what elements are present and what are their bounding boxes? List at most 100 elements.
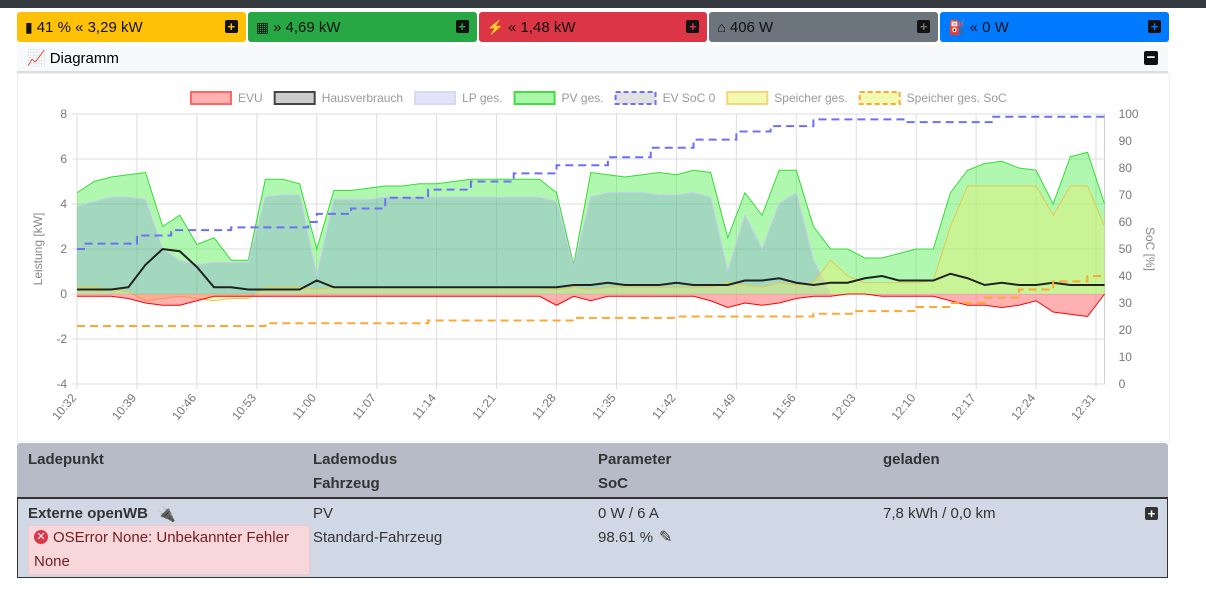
line-ev-soc-0 (77, 115, 1105, 250)
y-tick-label: 6 (60, 152, 67, 166)
area-pv-ges- (77, 152, 1105, 294)
y2-tick-label: 20 (1119, 323, 1133, 337)
y2-tick-label: 0 (1119, 377, 1126, 391)
y-tick-label: -4 (56, 377, 67, 391)
pv-tile[interactable]: ▦ » 4,69 kW + (247, 12, 477, 42)
y-axis-label: Leistung [kW] (31, 213, 45, 286)
area-lp-ges- (77, 192, 1105, 294)
y2-axis-label: SoC [%] (1143, 227, 1157, 271)
x-tick-label: 11:49 (709, 391, 739, 423)
legend-label: EV SoC 0 (663, 91, 716, 105)
header-fahrzeug: Fahrzeug (313, 475, 380, 492)
header-geladen: geladen (883, 451, 940, 468)
edit-soc-icon[interactable]: ✎ (659, 529, 673, 546)
legend-label: Speicher ges. SoC (907, 91, 1007, 105)
x-tick-label: 11:00 (290, 391, 320, 423)
y-tick-label: 4 (60, 197, 67, 211)
error-icon: ✕ (34, 530, 48, 544)
line-pv-ges- (76, 151, 1106, 265)
x-tick-label: 11:42 (649, 391, 679, 423)
y2-tick-label: 50 (1119, 242, 1133, 256)
diagram-title: Diagramm (49, 49, 119, 67)
grid-tile[interactable]: ⚡ « 1,48 kW + (478, 12, 708, 42)
legend-swatch (614, 91, 657, 105)
y2-tick-label: 90 (1119, 134, 1133, 148)
y2-tick-label: 40 (1119, 269, 1133, 283)
y-tick-label: -2 (56, 332, 67, 346)
x-tick-label: 12:17 (948, 391, 978, 423)
vehicle-name: Standard-Fahrzeug (313, 529, 443, 546)
error-message: OSError None: Unbekannter Fehler (53, 529, 289, 546)
chargepoint-tile[interactable]: ⛽ « 0 W + (940, 12, 1169, 42)
table-header: Ladepunkt Lademodus Fahrzeug Parameter S… (17, 443, 1168, 497)
x-tick-label: 11:21 (469, 391, 499, 423)
header-ladepunkt: Ladepunkt (28, 451, 104, 468)
grid-value: « 1,48 kW (508, 18, 576, 36)
charging-station-icon: ⛽ (948, 18, 966, 35)
expand-pv-button[interactable]: + (455, 20, 469, 33)
x-tick-label: 10:32 (49, 391, 79, 423)
x-tick-label: 12:03 (829, 391, 859, 423)
x-tick-label: 11:28 (529, 391, 559, 423)
legend-label: LP ges. (462, 91, 502, 105)
line-speicher-ges-soc (77, 275, 1105, 327)
legend-swatch (726, 91, 769, 105)
x-tick-label: 10:46 (169, 391, 199, 423)
error-detail: None (34, 553, 70, 570)
y2-tick-label: 70 (1119, 188, 1133, 202)
x-tick-label: 11:35 (589, 391, 619, 423)
house-tile[interactable]: ⌂ 406 W + (709, 12, 939, 42)
top-navbar (0, 0, 1206, 8)
y2-tick-label: 100 (1119, 107, 1139, 121)
expand-battery-button[interactable]: + (224, 20, 238, 33)
table-row[interactable]: Externe openWB 🔌 ✕ OSError None: Unbekan… (17, 497, 1168, 578)
charged-energy: 7,8 kWh / 0,0 km (883, 505, 996, 522)
y-tick-label: 0 (60, 287, 67, 301)
chargepoint-name: Externe openWB (28, 505, 149, 522)
legend-swatch (513, 91, 556, 105)
area-evu (77, 294, 1105, 317)
battery-icon: ▮ (25, 18, 33, 35)
legend-swatch (273, 91, 316, 105)
y2-tick-label: 80 (1119, 161, 1133, 175)
charge-parameter: 0 W / 6 A (598, 505, 659, 522)
pv-value: » 4,69 kW (273, 18, 341, 36)
area-speicher-ges- (77, 186, 1105, 301)
x-tick-label: 12:24 (1008, 391, 1038, 423)
status-tiles: ▮ 41 % « 3,29 kW + ▦ » 4,69 kW + ⚡ « 1,4… (17, 12, 1169, 42)
expand-row-button[interactable]: + (1145, 507, 1158, 520)
legend-swatch (190, 91, 232, 105)
legend-label: Speicher ges. (774, 91, 847, 105)
header-parameter: Parameter (598, 451, 672, 468)
chargepoint-value: « 0 W (969, 18, 1009, 36)
diagram-header: 📈 Diagramm − (17, 45, 1168, 73)
legend-swatch (414, 91, 457, 105)
x-tick-label: 11:14 (409, 391, 439, 423)
chart-area-icon: 📈 (27, 50, 46, 67)
y2-tick-label: 10 (1119, 350, 1133, 364)
battery-value: 41 % « 3,29 kW (36, 18, 143, 36)
header-soc: SoC (598, 475, 628, 492)
x-tick-label: 10:39 (109, 391, 139, 423)
solar-panel-icon: ▦ (255, 18, 270, 35)
collapse-diagram-button[interactable]: − (1144, 50, 1158, 65)
y-tick-label: 8 (60, 107, 67, 121)
x-tick-label: 10:53 (229, 391, 259, 423)
error-alert: ✕ OSError None: Unbekannter Fehler None (28, 525, 310, 575)
legend-label: EVU (238, 91, 263, 105)
power-chart: 8 6 4 2 0 -2 -4 100 90 80 70 60 50 40 30 20 10 0 10:32 10:3… (17, 73, 1170, 442)
legend-label: Hausverbrauch (322, 91, 403, 105)
header-lademodus: Lademodus (313, 451, 398, 468)
line-evu (77, 293, 1105, 318)
expand-grid-button[interactable]: + (686, 20, 700, 33)
house-value: 406 W (729, 18, 774, 36)
battery-tile[interactable]: ▮ 41 % « 3,29 kW + (17, 12, 246, 42)
charge-mode[interactable]: PV (313, 505, 334, 522)
house-icon: ⌂ (717, 19, 726, 35)
x-tick-label: 12:10 (888, 391, 918, 423)
expand-house-button[interactable]: + (917, 20, 931, 33)
plug-icon: 🔌 (157, 506, 176, 523)
expand-chargepoint-button[interactable]: + (1147, 20, 1161, 33)
y2-tick-label: 60 (1119, 215, 1133, 229)
